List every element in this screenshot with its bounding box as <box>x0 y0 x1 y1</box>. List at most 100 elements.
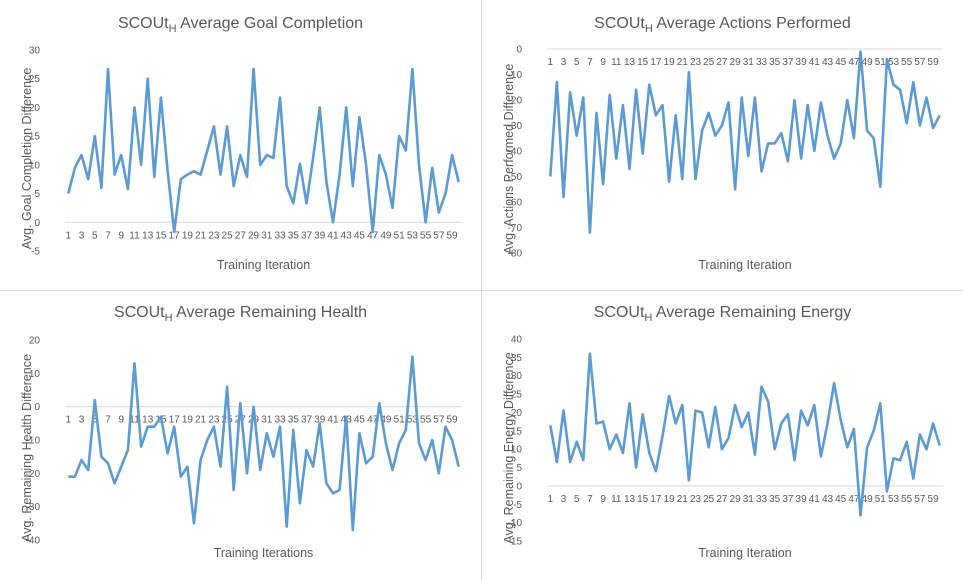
x-tick-label: 59 <box>928 494 940 505</box>
x-tick-label: 43 <box>822 57 834 68</box>
x-tick-label: 1 <box>66 415 72 426</box>
x-tick-label: 5 <box>92 415 98 426</box>
series-line-remaining-energy <box>549 352 941 517</box>
x-axis-label: Training Iteration <box>698 546 791 560</box>
series-line-goal-completion <box>67 67 460 234</box>
x-tick-label: 35 <box>769 494 781 505</box>
x-tick-label: 47 <box>848 57 860 68</box>
y-tick-label: -40 <box>26 536 41 547</box>
x-tick-label: 41 <box>809 57 821 68</box>
chart-actions-performed-svg: SCOUtH Average Actions Performed -80 -70 -6… <box>502 15 943 272</box>
x-tick-label: 59 <box>447 230 459 241</box>
x-tick-label: 29 <box>730 57 742 68</box>
chart-remaining-energy: SCOUtH Average Remaining Energy -15 -10 -5 0… <box>482 291 963 580</box>
y-tick-label: -5 <box>31 247 40 258</box>
x-tick-label: 31 <box>261 415 273 426</box>
x-tick-label: 43 <box>341 230 353 241</box>
x-tick-label: 41 <box>809 494 821 505</box>
x-tick-label: 1 <box>66 230 72 241</box>
x-tick-label: 47 <box>848 494 860 505</box>
x-tick-label: 57 <box>433 230 445 241</box>
x-tick-label: 27 <box>716 494 728 505</box>
x-tick-label: 7 <box>587 494 593 505</box>
y-tick-label: 30 <box>29 46 41 57</box>
y-axis-label: Avg. Remaining Health Difference <box>20 354 34 542</box>
chart-title: SCOUtH Average Remaining Health <box>114 304 367 324</box>
y-tick-label: -15 <box>508 537 523 548</box>
y-axis-label: Avg. Remaining Energy Difference <box>502 352 516 543</box>
x-tick-label: 5 <box>574 57 580 68</box>
x-tick-label: 1 <box>548 57 554 68</box>
y-tick-label: -20 <box>26 469 41 480</box>
x-tick-label: 39 <box>314 230 326 241</box>
x-tick-label: 11 <box>611 57 622 68</box>
x-tick-label: 19 <box>664 494 676 505</box>
y-tick-label: 10 <box>511 445 523 456</box>
x-tick-label: 57 <box>914 57 926 68</box>
x-tick-label: 55 <box>420 415 432 426</box>
x-tick-label: 19 <box>182 230 194 241</box>
y-tick-label: 25 <box>511 390 523 401</box>
y-tick-label: 5 <box>34 189 40 200</box>
x-tick-label: 5 <box>92 230 98 241</box>
x-tick-label: 35 <box>288 230 300 241</box>
x-tick-label: 51 <box>394 415 406 426</box>
x-tick-label: 51 <box>875 494 887 505</box>
x-tick-label: 19 <box>664 57 676 68</box>
y-tick-label: 20 <box>29 336 41 347</box>
chart-title: SCOUtH Average Remaining Energy <box>594 304 852 324</box>
x-tick-label: 3 <box>561 57 567 68</box>
x-tick-label: 13 <box>624 57 636 68</box>
x-tick-label: 45 <box>835 494 847 505</box>
y-tick-label: -60 <box>508 198 523 209</box>
x-tick-label: 13 <box>624 494 636 505</box>
x-tick-label: 11 <box>129 230 140 241</box>
chart-remaining-energy-svg: SCOUtH Average Remaining Energy -15 -10 -5 0… <box>502 304 943 560</box>
x-tick-label: 41 <box>327 415 339 426</box>
x-tick-label: 37 <box>301 230 313 241</box>
chart-remaining-health-svg: SCOUtH Average Remaining Health -40 -30 -20… <box>20 304 462 560</box>
x-tick-label: 5 <box>574 494 580 505</box>
y-tick-label: -10 <box>508 518 523 529</box>
y-tick-label: -80 <box>508 249 523 260</box>
x-tick-label: 33 <box>274 415 286 426</box>
x-axis-label: Training Iteration <box>698 258 791 272</box>
y-tick-label: -30 <box>508 121 523 132</box>
x-tick-label: 45 <box>354 415 366 426</box>
x-tick-label: 39 <box>796 57 808 68</box>
x-tick-label: 57 <box>433 415 445 426</box>
x-tick-label: 9 <box>118 415 124 426</box>
x-tick-label: 33 <box>274 230 286 241</box>
x-tick-label: 7 <box>105 230 111 241</box>
x-tick-label: 47 <box>367 415 379 426</box>
chart-actions-performed: SCOUtH Average Actions Performed -80 -70 -6… <box>482 0 963 290</box>
x-tick-label: 53 <box>888 57 900 68</box>
x-tick-label: 19 <box>182 415 194 426</box>
y-tick-label: -10 <box>508 70 523 81</box>
x-tick-label: 21 <box>195 230 207 241</box>
x-tick-label: 27 <box>235 415 247 426</box>
y-tick-label: 5 <box>516 463 522 474</box>
x-tick-label: 27 <box>716 57 728 68</box>
x-tick-label: 55 <box>420 230 432 241</box>
x-tick-label: 49 <box>862 57 874 68</box>
x-tick-label: 7 <box>105 415 111 426</box>
x-tick-label: 53 <box>888 494 900 505</box>
x-tick-label: 29 <box>730 494 742 505</box>
chart-remaining-health: SCOUtH Average Remaining Health -40 -30 -20… <box>0 291 481 580</box>
y-tick-label: 40 <box>511 335 523 346</box>
y-axis-label: Avg. Goal Completion Difference <box>20 68 34 250</box>
x-tick-label: 23 <box>690 57 702 68</box>
x-tick-label: 49 <box>380 415 392 426</box>
y-tick-label: -50 <box>508 172 523 183</box>
x-tick-label: 21 <box>195 415 207 426</box>
x-tick-label: 23 <box>208 230 220 241</box>
y-tick-label: -20 <box>508 96 523 107</box>
y-tick-label: 35 <box>511 353 523 364</box>
x-tick-label: 51 <box>394 230 406 241</box>
x-tick-label: 37 <box>301 415 313 426</box>
x-tick-label: 11 <box>129 415 140 426</box>
y-tick-label: 0 <box>516 45 522 56</box>
y-tick-label: -10 <box>26 436 41 447</box>
x-tick-label: 23 <box>208 415 220 426</box>
